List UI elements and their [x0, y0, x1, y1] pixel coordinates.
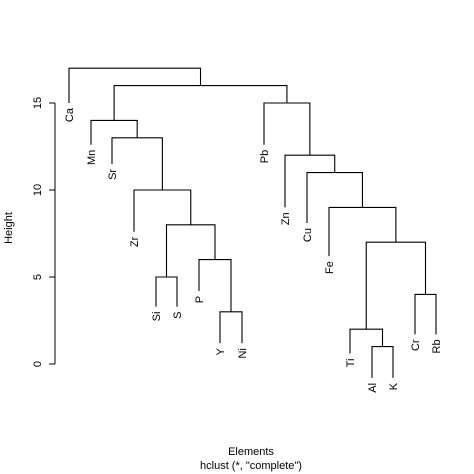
branch-merge-y-ni [219, 311, 243, 344]
leaf-label-rb: Rb [431, 339, 443, 353]
y-tick-label: 0 [32, 361, 44, 367]
branch-merge-cr-rb [414, 293, 437, 335]
leaf-label-mn: Mn [86, 150, 98, 165]
leaf-label-al: Al [367, 383, 379, 393]
branch-merge-fe-group [328, 206, 397, 257]
branch-merge-zn-group [284, 154, 336, 208]
method-sublabel: hclust (*, "complete") [200, 460, 302, 472]
branch-merge-ti-alk [349, 328, 384, 354]
leaf-label-y: Y [215, 347, 227, 355]
branch-merge-root [68, 67, 202, 103]
leaf-labels: Ca Mn Sr Zr Si S P Y Ni Pb Zn Cu Fe Ti Al K Cr Rb [64, 107, 443, 393]
leaf-label-fe: Fe [324, 261, 336, 274]
branch-merge-sr-group [111, 137, 163, 190]
leaf-label-cu: Cu [302, 228, 314, 242]
dendrogram-branches [68, 67, 437, 378]
leaf-label-s: S [172, 312, 184, 319]
branch-merge-tialk-crrb [365, 241, 427, 330]
y-axis-label: Height [3, 212, 15, 244]
branch-merge-mn-group [90, 119, 138, 145]
leaf-label-ti: Ti [345, 359, 357, 368]
branch-merge-al-k [371, 346, 394, 378]
branch-merge-cu-group [306, 172, 363, 224]
leaf-label-si: Si [151, 312, 163, 322]
leaf-label-zr: Zr [129, 236, 141, 247]
leaf-label-sr: Sr [107, 169, 119, 180]
branch-merge-sis-pyni [165, 224, 216, 277]
branch-merge-pb-group [263, 102, 311, 156]
leaf-label-cr: Cr [410, 339, 422, 351]
y-axis: 0 5 10 15 [32, 97, 56, 367]
leaf-label-p: P [194, 296, 206, 303]
x-axis-label: Elements [228, 446, 274, 458]
leaf-label-ca: Ca [64, 107, 76, 122]
leaf-label-zn: Zn [280, 212, 292, 225]
leaf-label-pb: Pb [259, 150, 271, 163]
branch-merge-mn-pb [113, 85, 288, 121]
leaf-label-ni: Ni [237, 348, 249, 358]
y-tick-label: 5 [32, 274, 44, 280]
branch-merge-zr-group [133, 189, 192, 232]
y-tick-label: 15 [32, 97, 44, 109]
branch-merge-si-s [155, 276, 178, 307]
leaf-label-k: K [388, 382, 400, 390]
y-tick-label: 10 [32, 184, 44, 196]
